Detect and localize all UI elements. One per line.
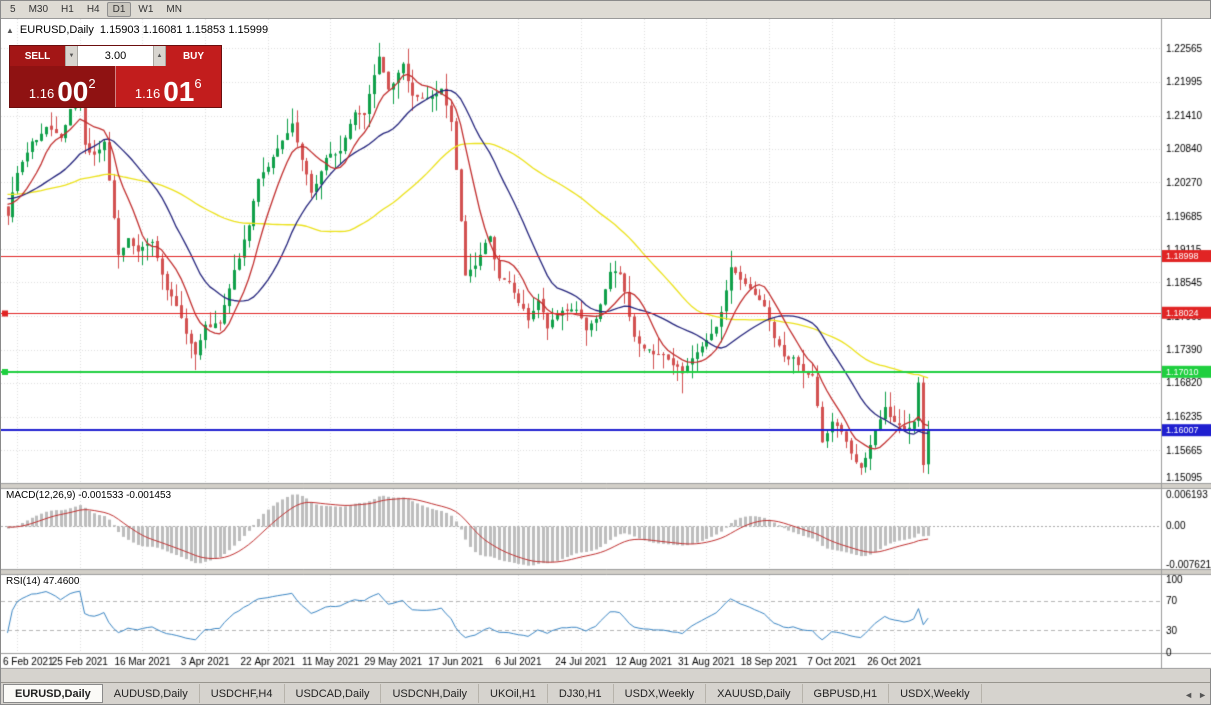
volume-increment-button[interactable]: ▲: [153, 46, 166, 66]
chart-tab-6-DJ30,H1[interactable]: DJ30,H1: [548, 684, 614, 703]
period-button-H1[interactable]: H1: [61, 4, 74, 15]
ask-price-button[interactable]: 1.16 01 6: [115, 66, 221, 108]
chart-tab-0-EURUSD,Daily[interactable]: EURUSD,Daily: [3, 684, 103, 703]
chart-tab-8-XAUUSD,Daily[interactable]: XAUUSD,Daily: [706, 684, 803, 703]
timeframe-toolbar: 5 M30 H1 H4 D1 W1 MN: [1, 1, 1210, 19]
volume-input[interactable]: 3.00: [78, 46, 153, 66]
bid-pips: 00: [57, 76, 89, 108]
chart-ohlc-values: 1.15903 1.16081 1.15853 1.15999: [99, 24, 269, 36]
chart-tab-4-USDCNH,Daily[interactable]: USDCNH,Daily: [381, 684, 480, 703]
period-button-W1[interactable]: W1: [138, 4, 154, 15]
ask-big-figure: 1.16: [134, 86, 161, 101]
ask-fractional-pip: 6: [194, 76, 202, 91]
chart-tab-5-UKOil,H1[interactable]: UKOil,H1: [479, 684, 548, 703]
bid-price-button[interactable]: 1.16 00 2: [10, 66, 116, 107]
tab-scroll-left-button[interactable]: ◄: [1184, 690, 1194, 700]
period-button-M30[interactable]: M30: [28, 4, 49, 15]
bid-fractional-pip: 2: [88, 76, 96, 91]
chart-tab-3-USDCAD,Daily[interactable]: USDCAD,Daily: [285, 684, 382, 703]
buy-button[interactable]: BUY: [166, 46, 221, 66]
one-click-toggle-icon[interactable]: ▲: [6, 25, 14, 35]
trade-panel-price-row: 1.16 00 2 1.16 01 6: [10, 66, 221, 107]
trade-panel-top-row: SELL ▼ 3.00 ▲ BUY: [10, 46, 221, 66]
period-button-H4[interactable]: H4: [86, 4, 100, 15]
chart-symbol-period: EURUSD,Daily: [19, 24, 94, 36]
chart-tab-bar: EURUSD,Daily AUDUSD,Daily USDCHF,H4 USDCAD,…: [1, 682, 1210, 704]
chart-tab-1-AUDUSD,Daily[interactable]: AUDUSD,Daily: [103, 684, 200, 703]
price-chart-canvas[interactable]: [1, 19, 1211, 669]
volume-decrement-button[interactable]: ▼: [65, 46, 78, 66]
one-click-trading-panel: SELL ▼ 3.00 ▲ BUY 1.16 00 2 1.16 01 6: [9, 45, 222, 108]
chart-tab-2-USDCHF,H4[interactable]: USDCHF,H4: [200, 684, 285, 703]
chart-title: ▲ EURUSD,Daily 1.15903 1.16081 1.15853 1…: [6, 24, 268, 36]
ask-pips: 01: [163, 76, 195, 108]
chart-tab-10-USDX,Weekly[interactable]: USDX,Weekly: [889, 684, 982, 703]
chart-tab-7-USDX,Weekly[interactable]: USDX,Weekly: [614, 684, 707, 703]
chart-tab-9-GBPUSD,H1[interactable]: GBPUSD,H1: [803, 684, 890, 703]
period-button-5[interactable]: 5: [10, 4, 16, 15]
sell-button[interactable]: SELL: [10, 46, 65, 66]
macd-indicator-label: MACD(12,26,9) -0.001533 -0.001453: [6, 490, 172, 501]
tab-scroll-right-button[interactable]: ►: [1198, 690, 1207, 700]
tab-scroll-buttons: ◄ ►: [1184, 690, 1207, 700]
bid-big-figure: 1.16: [28, 86, 55, 101]
period-button-D1[interactable]: D1: [106, 2, 132, 17]
rsi-indicator-label: RSI(14) 47.4600: [6, 576, 80, 587]
period-button-MN[interactable]: MN: [166, 4, 182, 15]
